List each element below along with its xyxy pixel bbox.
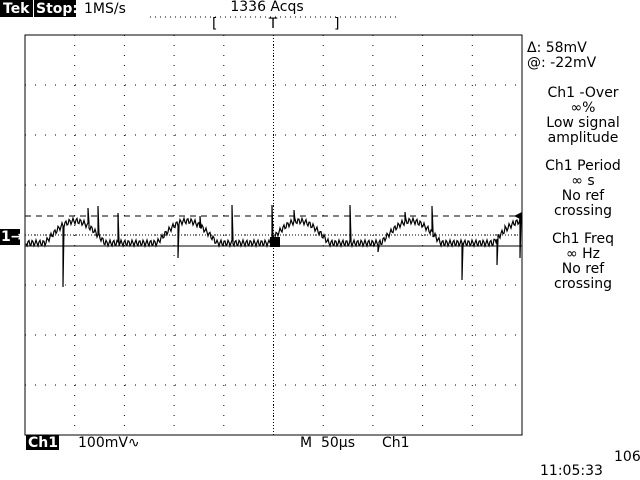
trigger-level: 106: [614, 449, 640, 465]
brand-box: [0, 0, 33, 17]
measurement-title: Ch1 Freq: [552, 231, 614, 247]
measurement-line: Low signal: [546, 115, 619, 131]
volts-per-div: 100mV∿: [78, 435, 140, 451]
measurement-line: crossing: [554, 276, 612, 292]
measurement-line: No ref: [562, 188, 606, 204]
trigger-position: T: [268, 16, 278, 32]
cursor-delta: Δ: 58mV: [527, 40, 587, 56]
graticule: [24, 34, 523, 436]
cursor-arrow: [514, 212, 522, 220]
bracket: ]: [334, 16, 339, 32]
measurement-line: crossing: [554, 203, 612, 219]
bracket: [: [212, 16, 217, 32]
marker-box: [0, 229, 20, 245]
measurement-title: Ch1 Period: [545, 158, 621, 174]
channel-marker: 1→: [1, 229, 23, 245]
measurement-title: Ch1 -Over: [547, 85, 618, 101]
acq-state: Stop:: [36, 1, 78, 17]
cursor-at: @: -22mV: [527, 55, 597, 71]
sample-rate: 1MS/s: [84, 1, 126, 17]
measurement-line: No ref: [562, 261, 606, 277]
brand: Tek: [3, 1, 30, 17]
channel-box: [26, 435, 59, 450]
channel: Ch1: [28, 435, 58, 451]
measurement-line: ∞%: [571, 100, 596, 116]
measurement-line: amplitude: [548, 130, 619, 146]
clock: 11:05:33: [540, 463, 603, 479]
state-box: [34, 0, 76, 17]
timebase: M 50µs: [300, 435, 355, 451]
measurement-line: ∞ Hz: [566, 246, 600, 262]
measurement-line: ∞ s: [571, 173, 594, 189]
trigger-point: [270, 237, 280, 247]
acquisitions: 1336 Acqs: [230, 0, 303, 15]
trigger-source: Ch1: [382, 435, 410, 451]
